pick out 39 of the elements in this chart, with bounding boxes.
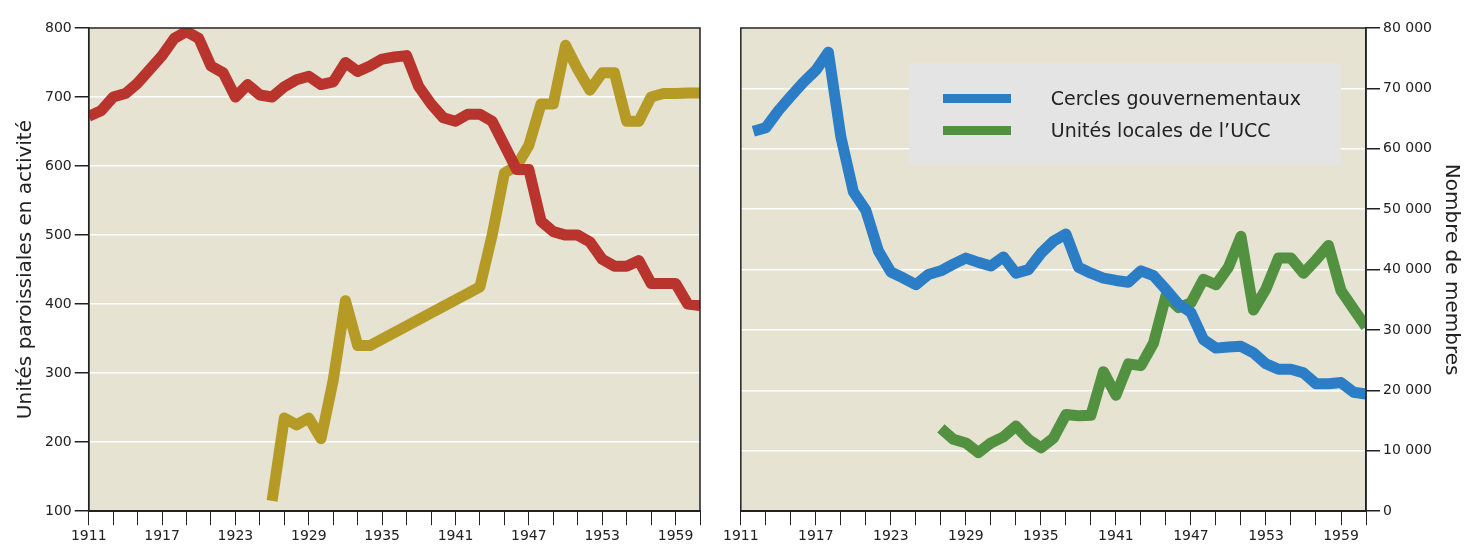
x-tick-label: 1911 (722, 527, 759, 544)
y-tick-label: 400 (44, 294, 72, 311)
y2-tick-label: 30 000 (1383, 320, 1433, 337)
y2-tick-label: 0 (1383, 501, 1392, 518)
y-tick-label: 600 (44, 156, 72, 173)
legend-label: Unités locales de l’UCC (1050, 119, 1271, 141)
x-tick-label: 1935 (364, 527, 400, 544)
x-tick-label: 1929 (948, 527, 984, 544)
x-tick-label: 1917 (144, 527, 180, 544)
x-tick-label: 1953 (1248, 527, 1284, 544)
x-tick-label: 1941 (1098, 527, 1134, 544)
x-tick-label: 1941 (437, 527, 474, 544)
x-tick-label: 1923 (873, 527, 909, 544)
y-tick-label: 500 (44, 225, 72, 242)
x-tick-label: 1929 (290, 527, 327, 544)
y2-tick-label: 50 000 (1383, 199, 1433, 216)
x-tick-label: 1959 (657, 527, 694, 544)
y-tick-label: 300 (44, 363, 72, 380)
x-tick-label: 1947 (511, 527, 547, 544)
x-tick-label: 1917 (798, 527, 834, 544)
y2-axis-title: Nombre de membres (1440, 163, 1465, 376)
y2-tick-label: 70 000 (1383, 79, 1433, 96)
y-tick-label: 800 (44, 18, 72, 35)
y2-tick-label: 10 000 (1383, 441, 1433, 458)
x-tick-label: 1959 (1323, 527, 1359, 544)
legend-label: Cercles gouvernementaux (1050, 87, 1302, 109)
y-tick-label: 100 (44, 501, 72, 518)
y2-tick-label: 40 000 (1383, 260, 1433, 277)
y2-tick-label: 20 000 (1383, 381, 1433, 398)
y2-tick-label: 80 000 (1383, 18, 1433, 35)
x-tick-label: 1947 (1173, 527, 1209, 544)
y-tick-label: 700 (44, 87, 72, 104)
y2-tick-label: 60 000 (1383, 139, 1433, 156)
x-tick-label: 1911 (70, 527, 107, 544)
y-tick-label: 200 (44, 432, 72, 449)
x-tick-label: 1935 (1023, 527, 1059, 544)
x-tick-label: 1923 (217, 527, 254, 544)
x-tick-label: 1953 (584, 527, 621, 544)
y-axis-title: Unités paroissiales en activité (12, 120, 37, 420)
